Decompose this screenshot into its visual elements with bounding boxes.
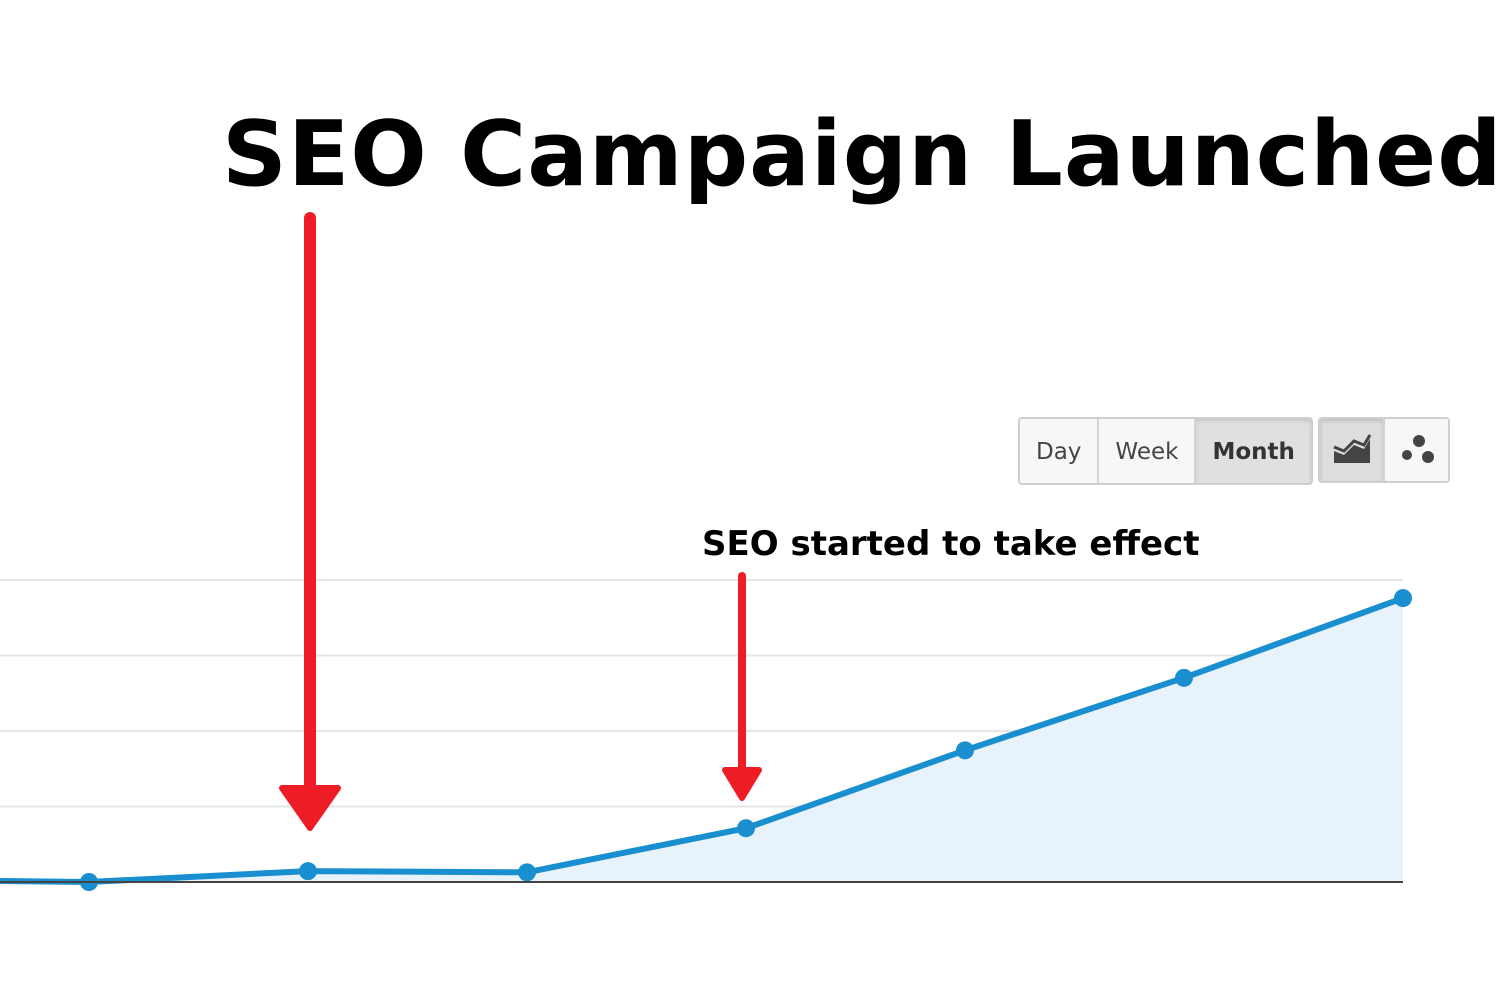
series-line xyxy=(0,595,1405,885)
data-point-3[interactable] xyxy=(518,863,536,882)
campaign-launch-arrow xyxy=(279,212,341,831)
annotation-label: SEO started to take effect xyxy=(702,524,1200,564)
grid-layer xyxy=(0,579,1403,808)
line-chart-icon xyxy=(1332,434,1371,463)
data-point-6[interactable] xyxy=(1175,668,1193,687)
data-point-5[interactable] xyxy=(956,741,974,760)
data-points xyxy=(80,589,1412,891)
data-point-4[interactable] xyxy=(737,819,755,838)
week-button[interactable]: Week xyxy=(1099,419,1197,483)
data-point-7[interactable] xyxy=(1394,589,1412,608)
arrow-launch-head xyxy=(279,785,341,831)
motion-chart-icon xyxy=(1401,435,1434,463)
seo-effect-arrow xyxy=(722,572,762,801)
period-toolbar: Day Week Month xyxy=(1018,417,1313,485)
day-button[interactable]: Day xyxy=(1020,419,1100,483)
chart-headline: SEO Campaign Launched xyxy=(222,102,1500,207)
series-area-fill xyxy=(0,598,1403,882)
data-point-2[interactable] xyxy=(299,862,317,881)
motion-chart-view-button[interactable] xyxy=(1385,419,1448,481)
month-button[interactable]: Month xyxy=(1196,419,1311,483)
chart-view-toggle xyxy=(1318,417,1450,483)
arrow-effect-head xyxy=(722,767,762,801)
line-chart-view-button[interactable] xyxy=(1320,419,1385,481)
period-segmented-control: Day Week Month xyxy=(1018,417,1313,485)
